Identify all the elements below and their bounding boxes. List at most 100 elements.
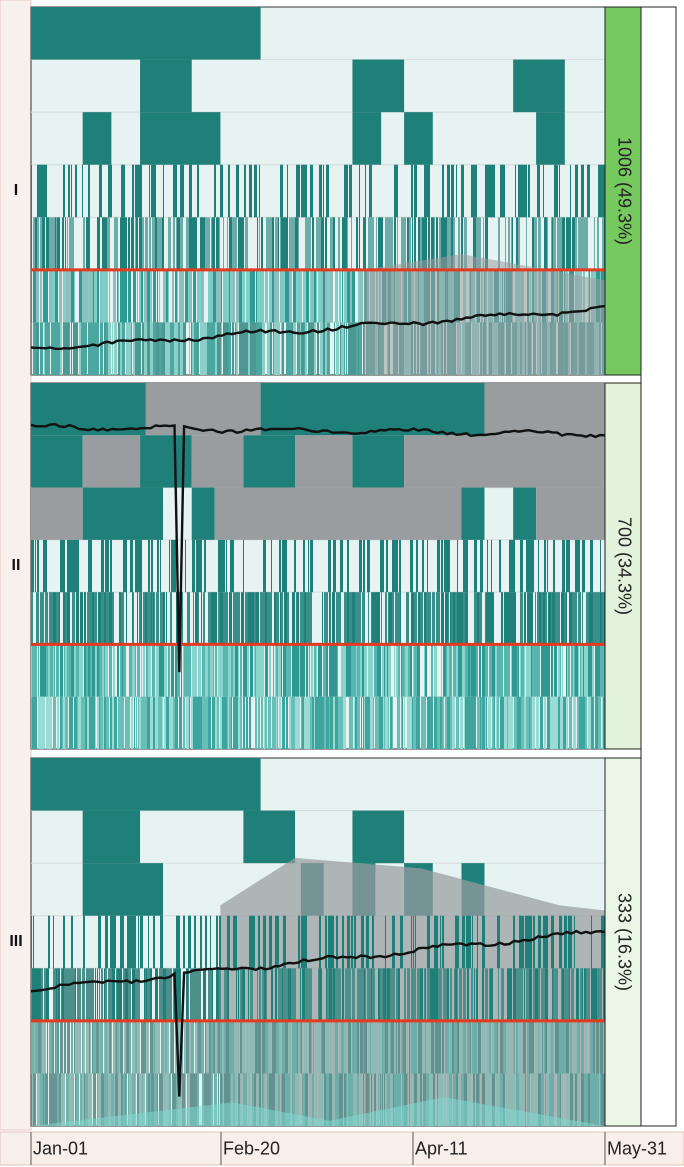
density-tick: [95, 696, 96, 749]
density-tick: [85, 696, 87, 749]
density-tick: [341, 1073, 343, 1126]
hour-tick: [378, 217, 380, 270]
density-tick: [552, 644, 553, 697]
density-tick: [479, 644, 481, 697]
hour-tick: [316, 217, 319, 270]
weekday-tick: [141, 164, 142, 218]
weekday-tick: [308, 539, 309, 593]
density-tick: [221, 322, 222, 375]
hour-tick: [126, 592, 127, 645]
density-tick: [192, 1073, 195, 1126]
hour-tick: [242, 968, 245, 1021]
weekday-tick: [204, 539, 206, 593]
weekday-tick: [179, 915, 180, 969]
density-tick: [348, 1073, 350, 1126]
density-tick: [585, 1073, 588, 1126]
density-tick: [540, 1073, 541, 1126]
hour-tick: [145, 968, 146, 1021]
density-tick: [401, 644, 402, 697]
density-tick: [104, 322, 106, 375]
density-tick: [32, 1073, 33, 1126]
density-tick: [48, 644, 49, 697]
density-tick: [180, 322, 183, 375]
weekday-tick: [275, 915, 277, 969]
density-tick: [258, 696, 260, 749]
density-tick: [150, 269, 152, 323]
density-tick: [43, 1073, 44, 1126]
hour-tick: [325, 592, 328, 645]
density-tick: [228, 696, 229, 749]
hour-tick: [227, 968, 229, 1021]
density-tick: [418, 1020, 420, 1074]
weekday-tick: [509, 539, 512, 593]
density-tick: [273, 644, 274, 697]
hour-tick: [40, 592, 43, 645]
hour-tick: [304, 592, 306, 645]
density-tick: [309, 1020, 311, 1074]
density-tick: [108, 1073, 111, 1126]
density-tick: [364, 1020, 367, 1074]
density-tick: [453, 644, 455, 697]
hour-tick: [75, 968, 76, 1021]
hour-tick: [111, 968, 112, 1021]
density-tick: [471, 696, 474, 749]
hour-tick: [139, 217, 142, 270]
density-tick: [207, 322, 209, 375]
hour-tick: [91, 968, 94, 1021]
density-tick: [217, 696, 219, 749]
weekday-tick: [173, 164, 174, 218]
density-tick: [69, 269, 71, 323]
weekday-tick: [148, 539, 150, 593]
hour-tick: [600, 968, 601, 1021]
density-tick: [193, 269, 196, 323]
density-tick: [256, 322, 259, 375]
weekday-tick: [590, 539, 593, 593]
density-tick: [286, 322, 289, 375]
weekday-tick: [194, 915, 196, 969]
density-tick: [205, 696, 208, 749]
weekday-tick: [192, 539, 195, 593]
hour-tick: [417, 968, 420, 1021]
density-tick: [381, 696, 383, 749]
density-tick: [528, 644, 531, 697]
hour-tick: [162, 217, 164, 270]
density-tick: [227, 269, 229, 323]
density-tick: [301, 322, 304, 375]
density-tick: [159, 269, 160, 323]
hour-tick: [56, 592, 59, 645]
density-tick: [114, 1073, 115, 1126]
weekday-tick: [503, 164, 505, 218]
hour-tick: [72, 217, 74, 270]
density-tick: [300, 322, 301, 375]
density-tick: [161, 644, 164, 697]
weekday-tick: [568, 915, 569, 969]
density-tick: [447, 644, 449, 697]
calendar-block: [352, 435, 405, 488]
density-tick: [383, 696, 384, 749]
density-tick: [350, 322, 351, 375]
hour-tick: [131, 217, 134, 270]
density-tick: [129, 1073, 132, 1126]
density-tick: [211, 1020, 213, 1074]
density-tick: [279, 1020, 280, 1074]
density-tick: [203, 322, 204, 375]
density-tick: [224, 269, 226, 323]
density-tick: [182, 269, 184, 323]
weekday-tick: [226, 539, 227, 593]
density-tick: [274, 1020, 276, 1074]
density-tick: [237, 644, 238, 697]
density-tick: [296, 269, 299, 323]
density-tick: [566, 1073, 568, 1126]
density-tick: [503, 1073, 505, 1126]
density-tick: [396, 1020, 397, 1074]
weekday-tick: [537, 164, 538, 218]
density-tick: [75, 644, 76, 697]
weekday-tick: [153, 164, 154, 218]
hour-tick: [135, 968, 138, 1021]
calendar-block: [145, 383, 261, 436]
density-tick: [219, 322, 221, 375]
density-tick: [278, 1073, 280, 1126]
weekday-tick: [455, 915, 458, 969]
